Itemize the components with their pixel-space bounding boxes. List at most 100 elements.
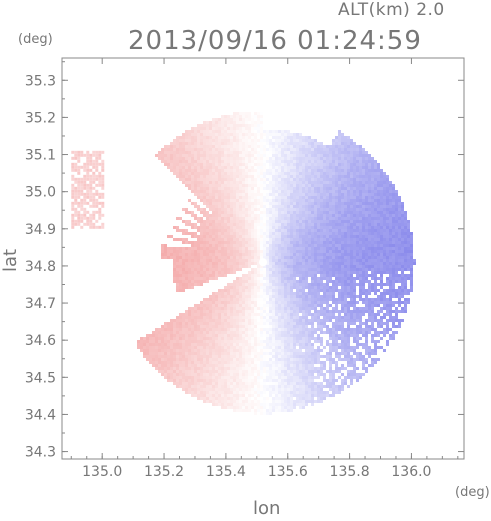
velocity-cell: [299, 223, 302, 226]
velocity-cell: [371, 316, 374, 319]
velocity-cell: [209, 271, 212, 274]
velocity-cell: [212, 229, 215, 232]
velocity-cell: [338, 322, 341, 325]
velocity-cell: [218, 319, 221, 322]
velocity-cell: [308, 313, 311, 316]
velocity-cell: [209, 148, 212, 151]
velocity-cell: [290, 181, 293, 184]
velocity-cell: [284, 208, 287, 211]
velocity-cell: [254, 232, 257, 235]
velocity-cell: [239, 169, 242, 172]
velocity-cell: [341, 193, 344, 196]
velocity-cell: [287, 205, 290, 208]
velocity-cell: [233, 199, 236, 202]
velocity-cell: [173, 331, 176, 334]
velocity-cell: [377, 253, 380, 256]
velocity-cell: [401, 232, 404, 235]
velocity-cell: [320, 283, 323, 286]
velocity-cell: [206, 304, 209, 307]
velocity-cell: [386, 211, 389, 214]
velocity-cell: [323, 148, 326, 151]
velocity-cell: [272, 157, 275, 160]
velocity-cell: [338, 262, 341, 265]
velocity-cell: [185, 280, 188, 283]
velocity-cell: [320, 229, 323, 232]
velocity-cell: [266, 256, 269, 259]
velocity-cell: [266, 304, 269, 307]
velocity-cell: [236, 292, 239, 295]
velocity-cell: [188, 142, 191, 145]
velocity-cell: [230, 166, 233, 169]
velocity-cell: [221, 184, 224, 187]
velocity-cell: [272, 160, 275, 163]
velocity-cell: [365, 310, 368, 313]
velocity-cell: [356, 211, 359, 214]
velocity-cell: [164, 247, 167, 250]
velocity-cell: [233, 154, 236, 157]
velocity-cell: [398, 214, 401, 217]
velocity-cell: [392, 250, 395, 253]
velocity-cell: [308, 292, 311, 295]
velocity-cell: [356, 241, 359, 244]
velocity-cell: [176, 337, 179, 340]
velocity-cell: [233, 214, 236, 217]
velocity-cell: [293, 265, 296, 268]
velocity-cell: [221, 232, 224, 235]
velocity-cell: [293, 250, 296, 253]
velocity-cell: [341, 322, 344, 325]
velocity-cell: [347, 304, 350, 307]
velocity-cell: [236, 187, 239, 190]
velocity-cell: [230, 334, 233, 337]
velocity-cell: [365, 211, 368, 214]
velocity-cell: [197, 313, 200, 316]
velocity-cell: [344, 313, 347, 316]
velocity-cell: [209, 319, 212, 322]
velocity-cell: [245, 319, 248, 322]
velocity-cell: [263, 334, 266, 337]
velocity-cell: [332, 244, 335, 247]
velocity-cell: [269, 202, 272, 205]
velocity-cell: [296, 292, 299, 295]
velocity-cell: [287, 172, 290, 175]
velocity-cell: [341, 268, 344, 271]
velocity-cell: [311, 145, 314, 148]
velocity-cell: [308, 301, 311, 304]
velocity-cell: [167, 151, 170, 154]
velocity-cell: [329, 178, 332, 181]
velocity-cell: [347, 205, 350, 208]
velocity-cell: [380, 214, 383, 217]
velocity-cell: [404, 229, 407, 232]
velocity-cell: [191, 256, 194, 259]
velocity-cell: [374, 184, 377, 187]
velocity-cell: [362, 271, 365, 274]
velocity-cell: [404, 244, 407, 247]
velocity-cell: [383, 187, 386, 190]
velocity-cell: [314, 208, 317, 211]
velocity-cell: [371, 307, 374, 310]
velocity-cell: [176, 259, 179, 262]
velocity-cell: [230, 313, 233, 316]
velocity-cell: [347, 172, 350, 175]
velocity-cell: [296, 241, 299, 244]
velocity-cell: [233, 292, 236, 295]
velocity-cell: [194, 259, 197, 262]
velocity-cell: [242, 292, 245, 295]
velocity-cell: [284, 325, 287, 328]
velocity-cell: [221, 115, 224, 118]
velocity-cell: [266, 289, 269, 292]
velocity-cell: [392, 322, 395, 325]
velocity-cell: [239, 127, 242, 130]
velocity-cell: [308, 160, 311, 163]
velocity-cell: [410, 274, 413, 277]
velocity-cell: [353, 298, 356, 301]
velocity-cell: [233, 280, 236, 283]
velocity-cell: [239, 247, 242, 250]
velocity-cell: [308, 199, 311, 202]
velocity-cell: [269, 151, 272, 154]
velocity-cell: [275, 331, 278, 334]
velocity-cell: [359, 280, 362, 283]
velocity-cell: [242, 127, 245, 130]
velocity-cell: [215, 124, 218, 127]
velocity-cell: [314, 190, 317, 193]
velocity-cell: [290, 136, 293, 139]
